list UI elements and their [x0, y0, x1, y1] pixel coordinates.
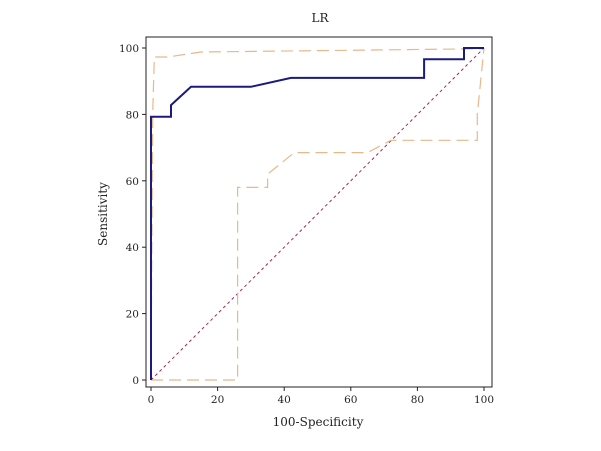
axis-ticks: 0 20 40 60 80 100 0 20 40 60 80 100	[119, 43, 494, 406]
series-line-reference-line	[150, 47, 485, 381]
x-axis-label: 100-Specificity	[273, 415, 364, 429]
series-line-lower-confidence-bound	[151, 47, 485, 381]
y-tick-label: 0	[132, 375, 139, 387]
chart-title: LR	[311, 11, 329, 25]
series-line-roc-curve	[150, 47, 484, 380]
y-tick-label: 80	[126, 109, 139, 121]
x-tick-label: 100	[474, 394, 494, 406]
plot-frame	[145, 36, 493, 388]
x-tick-label: 40	[278, 394, 291, 406]
x-tick-label: 80	[411, 394, 424, 406]
x-tick-label: 60	[344, 394, 357, 406]
y-tick-label: 60	[126, 176, 139, 188]
x-tick-label: 20	[211, 394, 224, 406]
y-tick-label: 100	[119, 43, 139, 55]
x-tick-label: 0	[148, 394, 155, 406]
series-layer	[150, 47, 485, 381]
y-tick-label: 40	[126, 242, 139, 254]
y-axis-label: Sensitivity	[96, 182, 110, 246]
y-tick-label: 20	[126, 309, 139, 321]
